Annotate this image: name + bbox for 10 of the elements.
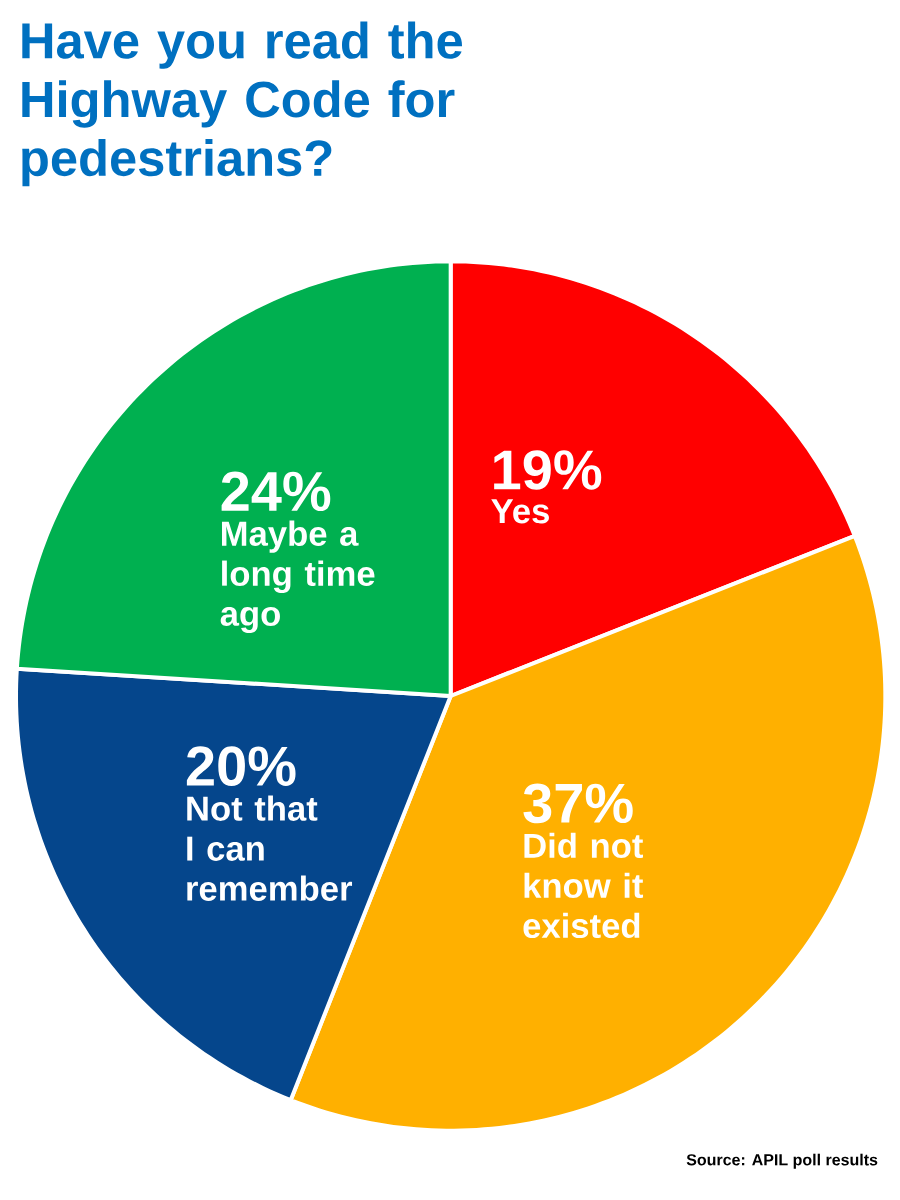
data-label: 19%	[494, 450, 602, 490]
slice-label: Maybe a long time ago	[220, 520, 375, 633]
data-label: 20%	[186, 746, 296, 786]
slice-label: Did not know it existed	[523, 832, 644, 939]
source-note: Source: APIL poll results	[686, 1153, 878, 1169]
chart-title: Have you read the Highway Code for pedestrians?	[22, 21, 463, 187]
data-label: 24%	[221, 471, 331, 512]
slice-label: Not that I can remember	[187, 795, 353, 901]
slice-label: Yes	[491, 499, 549, 524]
data-label: 37%	[523, 783, 633, 824]
